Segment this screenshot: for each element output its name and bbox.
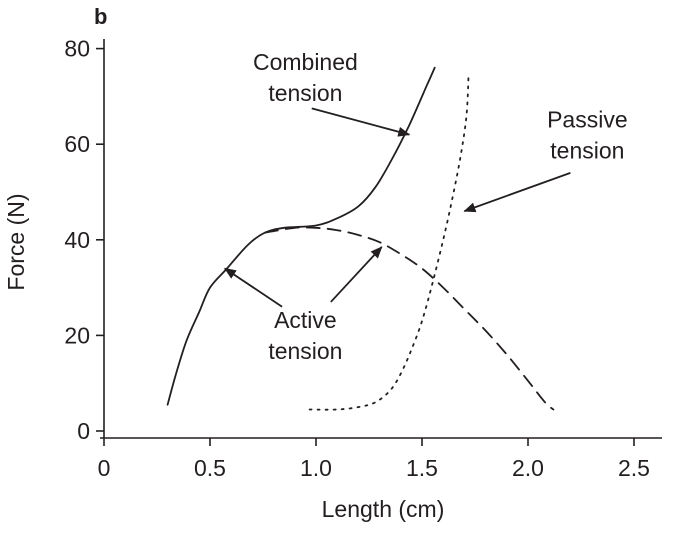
combined-tension-arrow bbox=[311, 107, 411, 137]
combined-tension-label-line: Combined bbox=[253, 49, 358, 75]
active-tension-label-line: Active bbox=[274, 307, 337, 333]
curves bbox=[166, 66, 555, 411]
passive-tension-curve bbox=[308, 71, 470, 411]
active-tension-arrow bbox=[224, 267, 283, 308]
y-tick-label: 60 bbox=[64, 131, 90, 157]
passive-tension-arrow bbox=[463, 172, 571, 213]
passive-tension-label: Passive tension bbox=[547, 106, 628, 163]
active-tension-label-line: tension bbox=[268, 338, 342, 364]
active-tension-arrow bbox=[330, 246, 383, 303]
annotations: Combined tension Passive tension Active tensi… bbox=[224, 49, 628, 364]
x-tick-label: 2.0 bbox=[512, 455, 544, 481]
x-axis-title: Length (cm) bbox=[322, 496, 445, 522]
active-tension-label: Active tension bbox=[268, 307, 342, 364]
combined-tension-label-line: tension bbox=[268, 80, 342, 106]
x-tick-label: 1.0 bbox=[300, 455, 332, 481]
y-tick-label: 20 bbox=[64, 322, 90, 348]
x-tick-label: 2.5 bbox=[618, 455, 650, 481]
passive-tension-label-line: tension bbox=[550, 137, 624, 163]
x-tick-label: 1.5 bbox=[406, 455, 438, 481]
axes: 0 0.5 1.0 1.5 2.0 2.5 0 20 40 60 80 bbox=[64, 36, 662, 481]
combined-tension-label: Combined tension bbox=[253, 49, 358, 106]
y-tick-label: 40 bbox=[64, 227, 90, 253]
x-tick-label: 0 bbox=[98, 455, 111, 481]
passive-tension-label-line: Passive bbox=[547, 106, 628, 132]
y-tick-label: 80 bbox=[64, 36, 90, 62]
y-tick-label: 0 bbox=[77, 418, 90, 444]
x-tick-label: 0.5 bbox=[194, 455, 226, 481]
panel-label: b bbox=[94, 4, 107, 29]
y-axis-title: Force (N) bbox=[3, 193, 29, 290]
combined-tension-curve bbox=[166, 66, 436, 406]
